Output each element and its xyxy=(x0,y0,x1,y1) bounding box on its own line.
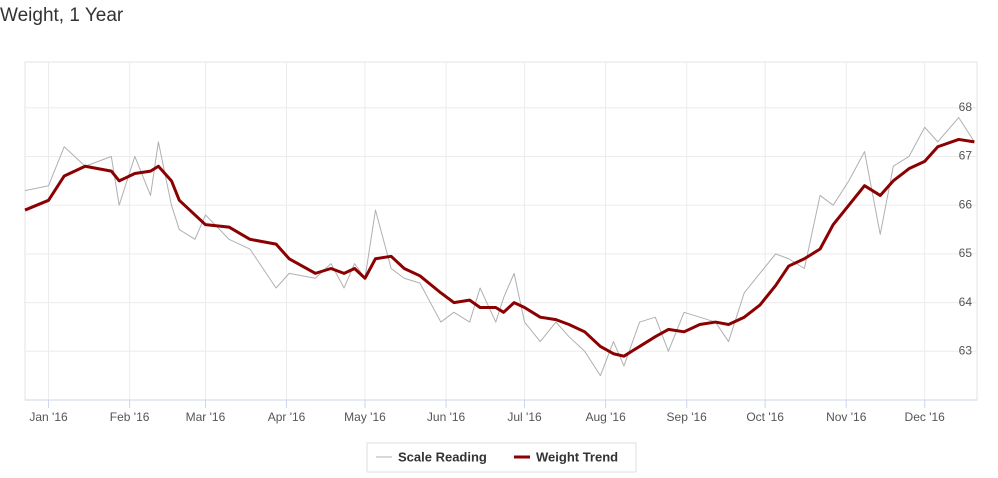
y-tick-label: 68 xyxy=(959,100,973,114)
plot-frame xyxy=(24,61,978,401)
scale-line xyxy=(24,117,975,377)
y-tick-label: 63 xyxy=(959,343,973,357)
x-tick-label: Oct '16 xyxy=(746,410,784,424)
chart-title: Weight, 1 Year xyxy=(0,5,124,26)
x-tick-label: Jun '16 xyxy=(427,410,466,424)
y-tick-label: 66 xyxy=(959,197,973,211)
x-tick-label: Jul '16 xyxy=(507,410,542,424)
x-tick-label: May '16 xyxy=(344,410,386,424)
x-tick-label: Dec '16 xyxy=(905,410,946,424)
trend-line xyxy=(24,137,975,358)
legend-label: Scale Reading xyxy=(398,449,487,464)
x-tick-label: Jan '16 xyxy=(29,410,68,424)
legend-label: Weight Trend xyxy=(536,449,618,464)
y-tick-label: 65 xyxy=(959,246,973,260)
x-tick-label: Sep '16 xyxy=(667,410,708,424)
x-tick-label: Apr '16 xyxy=(268,410,306,424)
y-tick-label: 64 xyxy=(959,295,973,309)
y-tick-label: 67 xyxy=(959,149,973,163)
x-tick-label: Feb '16 xyxy=(110,410,150,424)
x-tick-label: Nov '16 xyxy=(826,410,867,424)
legend xyxy=(366,442,637,473)
x-tick-label: Mar '16 xyxy=(186,410,226,424)
x-tick-label: Aug '16 xyxy=(585,410,626,424)
